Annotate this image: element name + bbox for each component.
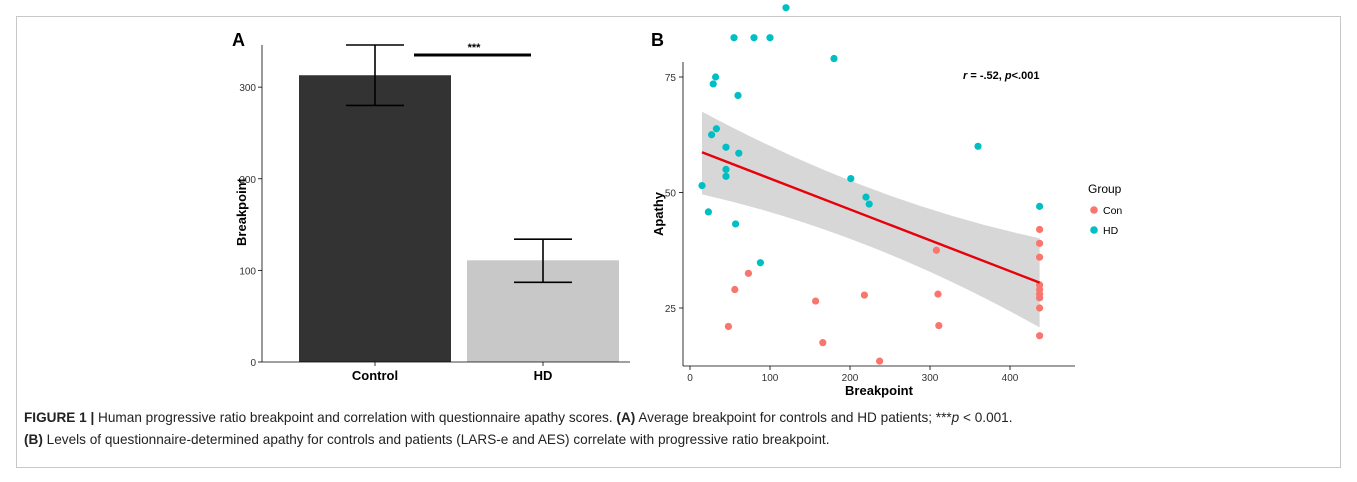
confidence-band [702, 111, 1040, 328]
panel-b-x-tick-label: 200 [842, 373, 859, 384]
panel-b-x-tick-label: 400 [1002, 373, 1019, 384]
point-hd [766, 34, 774, 42]
point-con [1036, 294, 1044, 302]
caption-text-2: Average breakpoint for controls and HD p… [635, 410, 952, 425]
point-hd [722, 143, 730, 151]
point-con [812, 297, 820, 305]
point-hd [1036, 202, 1044, 210]
caption-text-4: Levels of questionnaire-determined apath… [42, 432, 830, 447]
point-hd [732, 220, 740, 228]
point-hd [862, 193, 870, 201]
annotation-p-text: <.001 [1012, 70, 1040, 82]
panel-b-y-tick-label: 50 [665, 189, 677, 200]
caption-figure-label: FIGURE 1 | [24, 410, 95, 425]
point-hd [830, 54, 838, 63]
point-hd [712, 125, 721, 133]
point-hd [709, 80, 717, 88]
point-hd [974, 142, 982, 150]
point-hd [847, 175, 855, 183]
point-hd [750, 34, 758, 42]
panel-a-y-tick-label: 100 [239, 266, 256, 277]
annotation-r: r [963, 70, 968, 82]
panel-a-y-tick-label: 0 [250, 358, 256, 369]
caption-a-label: (A) [616, 410, 636, 425]
panel-b-y-tick-label: 25 [665, 304, 677, 315]
point-hd [865, 200, 873, 208]
legend-hd-marker [1090, 226, 1098, 234]
point-con [932, 246, 941, 254]
panel-b-x-tick-label: 100 [762, 373, 779, 384]
annotation-p: p [1004, 70, 1012, 82]
caption-text-1: Human progressive ratio breakpoint and c… [94, 410, 617, 425]
panel-b-xlabel: Breakpoint [845, 383, 914, 398]
legend-title: Group [1088, 182, 1122, 196]
point-con [1036, 253, 1044, 261]
panel-a-y-tick-label: 200 [239, 175, 256, 186]
bar-control [299, 75, 451, 362]
panel-b-label: B [651, 30, 664, 50]
annotation-r-text: = -.52, [967, 70, 1005, 82]
panel-a-label: A [232, 30, 245, 50]
point-hd [734, 91, 742, 100]
panel-b-x-tick-label: 300 [922, 373, 939, 384]
correlation-annotation: r = -.52, p<.001 [963, 70, 1039, 82]
panel-b-y-tick-label: 75 [665, 73, 677, 84]
point-con [744, 269, 753, 277]
panel-a-y-tick-label: 300 [239, 83, 256, 94]
point-con [860, 291, 869, 299]
point-con [819, 339, 827, 347]
point-hd [782, 4, 790, 12]
panel-a-x-tick-label: Control [352, 368, 398, 383]
panel-a-ylabel: Breakpoint [234, 177, 249, 246]
legend-hd-label: HD [1103, 225, 1119, 237]
caption-text-3: < 0.001. [959, 410, 1013, 425]
point-hd [712, 73, 720, 81]
point-con [724, 322, 733, 331]
point-con [1036, 225, 1044, 234]
legend-con-label: Con [1103, 205, 1122, 217]
figure-caption: FIGURE 1 | Human progressive ratio break… [24, 407, 1334, 451]
point-con [934, 290, 942, 298]
point-hd [735, 149, 743, 157]
panel-b-ylabel: Apathy [651, 191, 666, 236]
point-hd [698, 181, 706, 190]
point-hd [722, 165, 730, 173]
panel-b-x-tick-label: 0 [687, 373, 693, 384]
point-con [1036, 332, 1044, 340]
legend: Group Con HD [1088, 182, 1122, 237]
legend-con-marker [1090, 206, 1098, 214]
panel-a-x-tick-label: HD [534, 368, 553, 383]
caption-p-italic: p [951, 410, 960, 425]
significance-stars: *** [468, 42, 482, 54]
regression-line [701, 151, 1041, 284]
point-hd [704, 208, 713, 216]
point-con [876, 357, 884, 365]
panel-a-bar-chart: 0 100 200 300 Control HD *** [239, 42, 630, 383]
figure-frame [16, 16, 1341, 468]
point-con [935, 321, 943, 330]
point-con [1036, 239, 1044, 247]
point-hd [708, 131, 716, 139]
point-hd [722, 172, 730, 180]
point-con [731, 285, 739, 294]
panel-b-scatter-plot: 25 50 75 0 100 200 300 400 [665, 4, 1075, 384]
point-hd [756, 259, 765, 267]
caption-b-label: (B) [24, 432, 43, 447]
point-con [1036, 304, 1044, 312]
point-hd [730, 34, 738, 42]
